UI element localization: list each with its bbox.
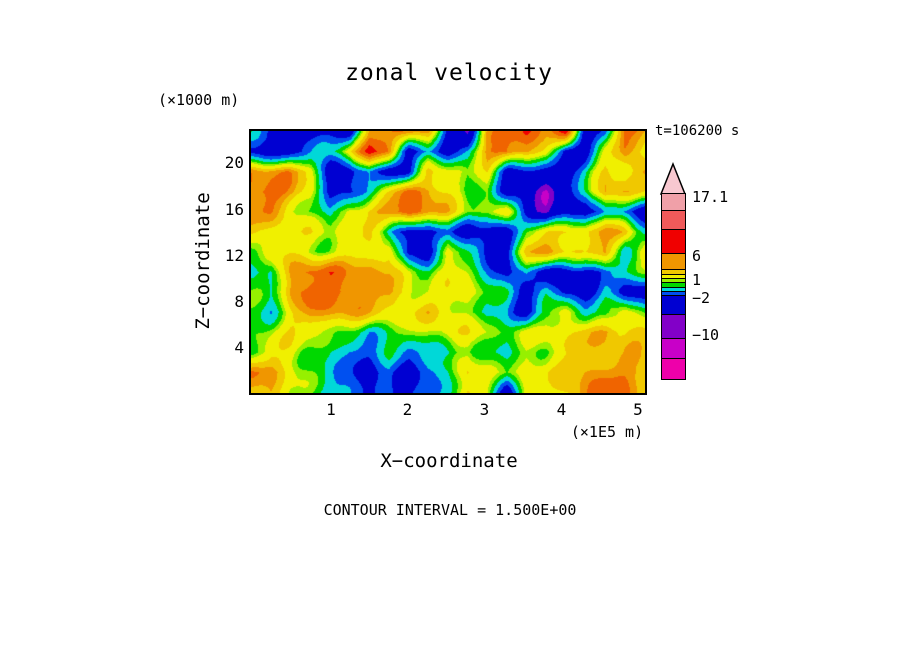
x-tick-label: 3 [479, 400, 490, 419]
x-axis-unit-label: (×1E5 m) [570, 423, 644, 441]
colorbar-segment [661, 314, 686, 339]
colorbar-max-arrow-icon [659, 162, 687, 195]
colorbar-tick-label: 1 [692, 271, 702, 289]
x-tick-label: 4 [556, 400, 567, 419]
colorbar-segment [661, 295, 686, 315]
y-tick-label: 20 [224, 153, 244, 172]
timestamp-label: t=106200 s [655, 123, 740, 139]
colorbar-segment [661, 253, 686, 270]
colorbar-segment [661, 229, 686, 254]
contour-field-canvas [251, 131, 645, 393]
x-tick-label: 1 [326, 400, 336, 419]
x-axis-title: X−coordinate [380, 450, 518, 472]
colorbar-tick-label: −2 [692, 289, 711, 307]
colorbar-tick-label: 6 [692, 247, 702, 265]
colorbar [661, 193, 686, 380]
colorbar-tick-label: −10 [692, 326, 720, 344]
contour-interval-label: CONTOUR INTERVAL = 1.500E+00 [323, 501, 577, 519]
x-tick-label: 2 [402, 400, 413, 419]
y-tick-label: 8 [234, 292, 244, 311]
colorbar-segment [661, 193, 686, 211]
y-axis-unit-label: (×1000 m) [158, 91, 240, 109]
colorbar-tick-label: 17.1 [692, 188, 729, 206]
colorbar-arrow-shape [659, 162, 687, 195]
y-tick-label: 12 [224, 245, 244, 265]
x-tick-label: 5 [633, 400, 643, 419]
colorbar-segment [661, 358, 686, 380]
colorbar-segment [661, 338, 686, 359]
chart-title: zonal velocity [345, 60, 553, 86]
plot-area [249, 129, 647, 395]
y-tick-label: 4 [234, 338, 244, 357]
y-tick-label: 16 [224, 199, 244, 219]
colorbar-segment [661, 210, 686, 230]
